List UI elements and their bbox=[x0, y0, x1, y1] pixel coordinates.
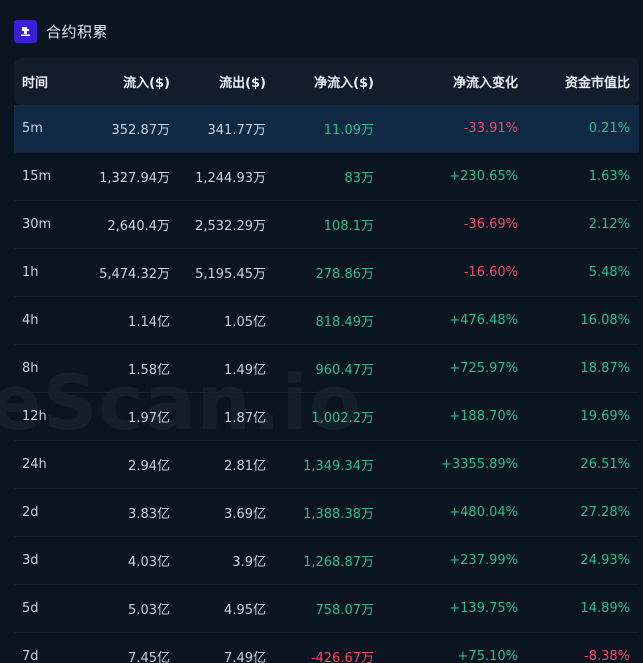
column-header-outflow[interactable]: 流出($) bbox=[219, 76, 266, 91]
net-change-cell: +237.99% bbox=[374, 536, 518, 585]
fund-ratio-cell: 5.48% bbox=[518, 248, 639, 297]
fund-ratio-cell: 14.89% bbox=[518, 584, 639, 633]
time-cell: 5d bbox=[14, 584, 80, 633]
table-row[interactable]: 4h 1.14亿 1.05亿 818.49万 +476.48% 16.08% bbox=[14, 296, 639, 345]
net-inflow-cell: 108.1万 bbox=[266, 200, 374, 249]
table-row[interactable]: 7d 7.45亿 7.49亿 -426.67万 +75.10% -8.38% bbox=[14, 632, 639, 663]
inflow-cell: 5,474.32万 bbox=[80, 248, 170, 297]
table-row[interactable]: 2d 3.83亿 3.69亿 1,388.38万 +480.04% 27.28% bbox=[14, 488, 639, 537]
panel-header: 合约积累 bbox=[14, 19, 108, 43]
net-change-cell: +188.70% bbox=[374, 392, 518, 441]
fund-ratio-cell: 26.51% bbox=[518, 440, 639, 489]
column-header-time[interactable]: 时间 bbox=[22, 76, 49, 91]
fund-ratio-cell: 27.28% bbox=[518, 488, 639, 537]
time-cell: 2d bbox=[14, 488, 80, 537]
net-inflow-cell: 1,268.87万 bbox=[266, 536, 374, 585]
table-row[interactable]: 5d 5.03亿 4.95亿 758.07万 +139.75% 14.89% bbox=[14, 584, 639, 633]
outflow-cell: 1,244.93万 bbox=[170, 152, 266, 201]
time-cell: 24h bbox=[14, 440, 80, 489]
table-row[interactable]: 12h 1.97亿 1.87亿 1,002.2万 +188.70% 19.69% bbox=[14, 392, 639, 441]
inflow-cell: 4.03亿 bbox=[80, 536, 170, 585]
time-cell: 30m bbox=[14, 200, 80, 249]
column-header-inflow[interactable]: 流入($) bbox=[123, 76, 170, 91]
net-inflow-cell: 758.07万 bbox=[266, 584, 374, 633]
accumulation-table: 时间 流入($) 流出($) 净流入($) 净流入变化 资金市值比 5m 352.… bbox=[14, 58, 639, 663]
table-row[interactable]: 15m 1,327.94万 1,244.93万 83万 +230.65% 1.63% bbox=[14, 152, 639, 201]
net-change-cell: +139.75% bbox=[374, 584, 518, 633]
time-cell: 4h bbox=[14, 296, 80, 345]
inflow-cell: 352.87万 bbox=[80, 105, 170, 153]
table-row[interactable]: 3d 4.03亿 3.9亿 1,268.87万 +237.99% 24.93% bbox=[14, 536, 639, 585]
time-cell: 15m bbox=[14, 152, 80, 201]
net-change-cell: +75.10% bbox=[374, 632, 518, 663]
net-change-cell: +3355.89% bbox=[374, 440, 518, 489]
net-change-cell: +480.04% bbox=[374, 488, 518, 537]
net-inflow-cell: 1,388.38万 bbox=[266, 488, 374, 537]
column-header-net-inflow[interactable]: 净流入($) bbox=[314, 76, 374, 91]
inflow-cell: 5.03亿 bbox=[80, 584, 170, 633]
outflow-cell: 1.87亿 bbox=[170, 392, 266, 441]
outflow-cell: 3.69亿 bbox=[170, 488, 266, 537]
inflow-cell: 1,327.94万 bbox=[80, 152, 170, 201]
net-change-cell: +725.97% bbox=[374, 344, 518, 393]
fund-ratio-cell: 1.63% bbox=[518, 152, 639, 201]
net-inflow-cell: 11.09万 bbox=[266, 105, 374, 153]
fund-ratio-cell: 19.69% bbox=[518, 392, 639, 441]
inflow-cell: 3.83亿 bbox=[80, 488, 170, 537]
inflow-cell: 1.97亿 bbox=[80, 392, 170, 441]
outflow-cell: 5,195.45万 bbox=[170, 248, 266, 297]
table-row[interactable]: 24h 2.94亿 2.81亿 1,349.34万 +3355.89% 26.51% bbox=[14, 440, 639, 489]
net-change-cell: +230.65% bbox=[374, 152, 518, 201]
fund-ratio-cell: 24.93% bbox=[518, 536, 639, 585]
net-inflow-cell: 960.47万 bbox=[266, 344, 374, 393]
inflow-cell: 2,640.4万 bbox=[80, 200, 170, 249]
net-change-cell: -36.69% bbox=[374, 200, 518, 249]
table-body: 5m 352.87万 341.77万 11.09万 -33.91% 0.21% 15m 1,3… bbox=[14, 105, 639, 663]
net-inflow-cell: 818.49万 bbox=[266, 296, 374, 345]
inflow-cell: 1.58亿 bbox=[80, 344, 170, 393]
outflow-cell: 1.05亿 bbox=[170, 296, 266, 345]
fund-ratio-cell: 16.08% bbox=[518, 296, 639, 345]
outflow-cell: 2.81亿 bbox=[170, 440, 266, 489]
time-cell: 12h bbox=[14, 392, 80, 441]
fund-ratio-cell: 2.12% bbox=[518, 200, 639, 249]
net-inflow-cell: -426.67万 bbox=[266, 632, 374, 663]
net-inflow-cell: 278.86万 bbox=[266, 248, 374, 297]
time-cell: 3d bbox=[14, 536, 80, 585]
time-cell: 8h bbox=[14, 344, 80, 393]
tool-icon bbox=[14, 19, 37, 43]
inflow-cell: 2.94亿 bbox=[80, 440, 170, 489]
net-inflow-cell: 1,349.34万 bbox=[266, 440, 374, 489]
table-row[interactable]: 8h 1.58亿 1.49亿 960.47万 +725.97% 18.87% bbox=[14, 344, 639, 393]
outflow-cell: 4.95亿 bbox=[170, 584, 266, 633]
net-change-cell: -33.91% bbox=[374, 105, 518, 153]
inflow-cell: 1.14亿 bbox=[80, 296, 170, 345]
net-change-cell: +476.48% bbox=[374, 296, 518, 345]
time-cell: 7d bbox=[14, 632, 80, 663]
net-inflow-cell: 1,002.2万 bbox=[266, 392, 374, 441]
net-inflow-cell: 83万 bbox=[266, 152, 374, 201]
outflow-cell: 1.49亿 bbox=[170, 344, 266, 393]
time-cell: 1h bbox=[14, 248, 80, 297]
inflow-cell: 7.45亿 bbox=[80, 632, 170, 663]
time-cell: 5m bbox=[14, 105, 80, 153]
outflow-cell: 341.77万 bbox=[170, 105, 266, 153]
table-row[interactable]: 1h 5,474.32万 5,195.45万 278.86万 -16.60% 5.48% bbox=[14, 248, 639, 297]
outflow-cell: 7.49亿 bbox=[170, 632, 266, 663]
outflow-cell: 2,532.29万 bbox=[170, 200, 266, 249]
table-row[interactable]: 30m 2,640.4万 2,532.29万 108.1万 -36.69% 2.12% bbox=[14, 200, 639, 249]
panel-title: 合约积累 bbox=[46, 22, 109, 41]
outflow-cell: 3.9亿 bbox=[170, 536, 266, 585]
fund-ratio-cell: 0.21% bbox=[518, 105, 639, 153]
table-header-row: 时间 流入($) 流出($) 净流入($) 净流入变化 资金市值比 bbox=[14, 58, 639, 105]
table-row[interactable]: 5m 352.87万 341.77万 11.09万 -33.91% 0.21% bbox=[14, 105, 639, 153]
fund-ratio-cell: -8.38% bbox=[518, 632, 639, 663]
column-header-net-change[interactable]: 净流入变化 bbox=[452, 76, 518, 91]
column-header-fund-market-cap-ratio[interactable]: 资金市值比 bbox=[564, 76, 630, 91]
fund-ratio-cell: 18.87% bbox=[518, 344, 639, 393]
net-change-cell: -16.60% bbox=[374, 248, 518, 297]
